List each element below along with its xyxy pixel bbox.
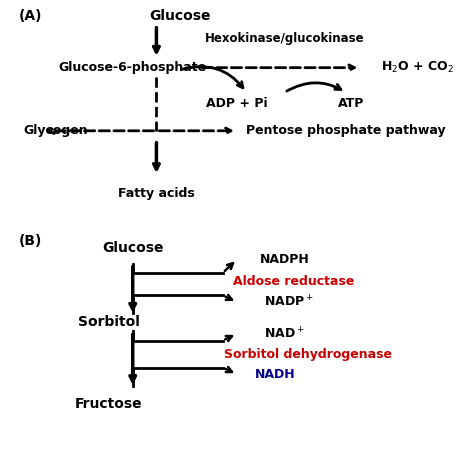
Text: ATP: ATP	[337, 97, 364, 110]
Text: Sorbitol dehydrogenase: Sorbitol dehydrogenase	[224, 348, 392, 360]
Text: Glucose: Glucose	[149, 9, 211, 23]
Text: NADPH: NADPH	[260, 253, 309, 266]
Text: ADP + Pi: ADP + Pi	[206, 97, 268, 110]
Text: H$_2$O + CO$_2$: H$_2$O + CO$_2$	[381, 60, 454, 75]
Text: Glucose: Glucose	[102, 241, 164, 255]
Text: NAD$^+$: NAD$^+$	[264, 326, 305, 341]
Text: Aldose reductase: Aldose reductase	[233, 276, 355, 288]
Text: (A): (A)	[19, 9, 43, 23]
Text: Fatty acids: Fatty acids	[118, 188, 195, 200]
Text: NADP$^+$: NADP$^+$	[264, 295, 314, 310]
Text: NADH: NADH	[255, 368, 295, 381]
Text: Sorbitol: Sorbitol	[78, 315, 140, 330]
Text: Glucose-6-phosphate: Glucose-6-phosphate	[59, 61, 207, 74]
Text: (B): (B)	[19, 234, 42, 249]
Text: Glycogen: Glycogen	[24, 124, 88, 137]
Text: Hexokinase/glucokinase: Hexokinase/glucokinase	[205, 32, 364, 45]
Text: Pentose phosphate pathway: Pentose phosphate pathway	[246, 124, 446, 137]
Text: Fructose: Fructose	[75, 396, 143, 411]
